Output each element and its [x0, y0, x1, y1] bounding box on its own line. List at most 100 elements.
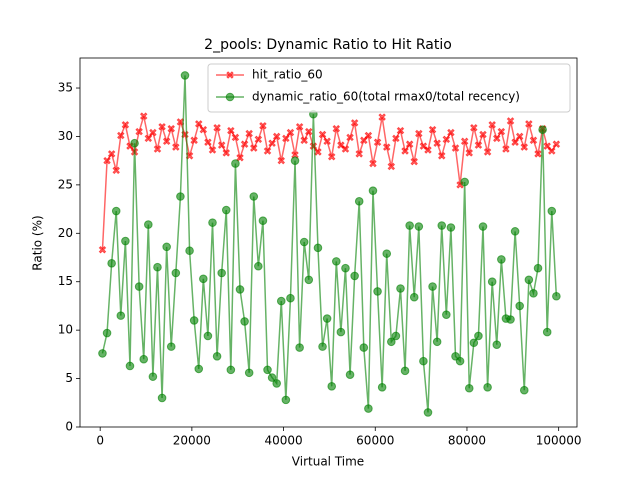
data-point — [162, 137, 171, 146]
data-point — [213, 123, 221, 132]
data-point — [189, 316, 199, 325]
data-point — [502, 145, 510, 153]
data-point — [276, 296, 286, 306]
data-point — [250, 144, 258, 152]
data-point — [172, 143, 180, 151]
data-point — [204, 138, 212, 147]
data-point — [470, 123, 478, 132]
data-point — [409, 292, 419, 302]
data-point — [300, 136, 308, 145]
data-point — [487, 277, 497, 287]
data-point — [479, 130, 487, 139]
y-tick-label: 25 — [58, 177, 73, 191]
data-point — [405, 140, 414, 148]
data-point — [244, 368, 254, 378]
chart-title: 2_pools: Dynamic Ratio to Hit Ratio — [204, 37, 452, 53]
data-point — [519, 385, 529, 395]
data-point — [107, 259, 116, 268]
data-point — [469, 338, 479, 348]
data-point — [364, 131, 373, 140]
data-point — [286, 293, 295, 303]
data-point — [158, 122, 166, 131]
data-point — [208, 146, 217, 154]
data-point — [483, 148, 492, 156]
data-point — [295, 343, 304, 352]
data-point — [235, 285, 245, 294]
data-point — [259, 122, 267, 130]
data-point — [295, 122, 304, 131]
data-point — [208, 218, 217, 227]
y-tick-label: 20 — [58, 226, 73, 240]
data-point — [299, 237, 309, 247]
data-point — [341, 145, 350, 153]
data-point — [346, 133, 354, 142]
data-point — [107, 150, 116, 158]
data-point — [533, 263, 543, 273]
data-point — [410, 157, 419, 166]
data-point — [382, 249, 392, 258]
data-point — [203, 331, 213, 341]
data-point — [171, 268, 181, 278]
data-point — [478, 222, 488, 231]
data-point — [135, 127, 143, 136]
data-point — [258, 216, 268, 226]
data-point — [387, 162, 396, 171]
data-point — [354, 197, 364, 206]
data-point — [194, 120, 203, 128]
data-point — [474, 141, 483, 149]
data-point — [360, 136, 368, 145]
data-point — [291, 151, 299, 159]
data-point — [327, 382, 337, 391]
data-point — [231, 159, 240, 168]
data-point — [542, 327, 552, 337]
data-point — [103, 156, 111, 165]
data-point — [272, 132, 281, 141]
data-point — [433, 139, 441, 147]
data-point — [217, 141, 226, 149]
data-point — [263, 365, 272, 375]
data-point — [249, 192, 259, 201]
data-point — [442, 135, 451, 144]
plot-frame — [79, 57, 578, 428]
data-point — [226, 365, 236, 375]
data-point — [391, 331, 401, 341]
x-tick-label: 100000 — [536, 434, 582, 448]
data-point — [318, 130, 327, 139]
data-point — [180, 71, 190, 80]
data-point — [336, 327, 346, 337]
x-tick-label: 20000 — [173, 434, 211, 448]
data-point — [396, 126, 405, 135]
data-point — [464, 383, 474, 393]
data-point — [382, 143, 391, 151]
y-tick-label: 5 — [65, 371, 73, 385]
y-tick-label: 10 — [58, 323, 73, 337]
data-point — [373, 287, 382, 296]
data-point — [305, 127, 313, 136]
data-point — [497, 127, 506, 136]
data-point — [254, 261, 263, 271]
legend: hit_ratio_60 dynamic_ratio_60(total rmax0… — [207, 63, 571, 113]
series-line — [101, 115, 557, 250]
data-point — [492, 134, 501, 143]
legend-label: hit_ratio_60 — [252, 68, 323, 82]
data-point — [144, 134, 153, 143]
data-point — [547, 206, 557, 216]
x-tick-label: 60000 — [356, 434, 394, 448]
data-point — [350, 119, 359, 127]
data-point — [212, 351, 222, 361]
data-point — [401, 147, 409, 155]
data-point — [437, 152, 446, 160]
data-point — [323, 137, 331, 146]
legend-box — [207, 63, 571, 113]
data-point — [510, 227, 520, 236]
data-point — [483, 382, 492, 392]
data-point — [221, 205, 231, 215]
data-point — [350, 271, 359, 281]
data-point — [455, 356, 465, 366]
data-point — [442, 310, 451, 319]
data-point — [552, 140, 561, 148]
data-point — [327, 153, 336, 161]
data-point — [377, 382, 387, 392]
data-point — [474, 331, 483, 341]
data-point — [368, 186, 378, 195]
